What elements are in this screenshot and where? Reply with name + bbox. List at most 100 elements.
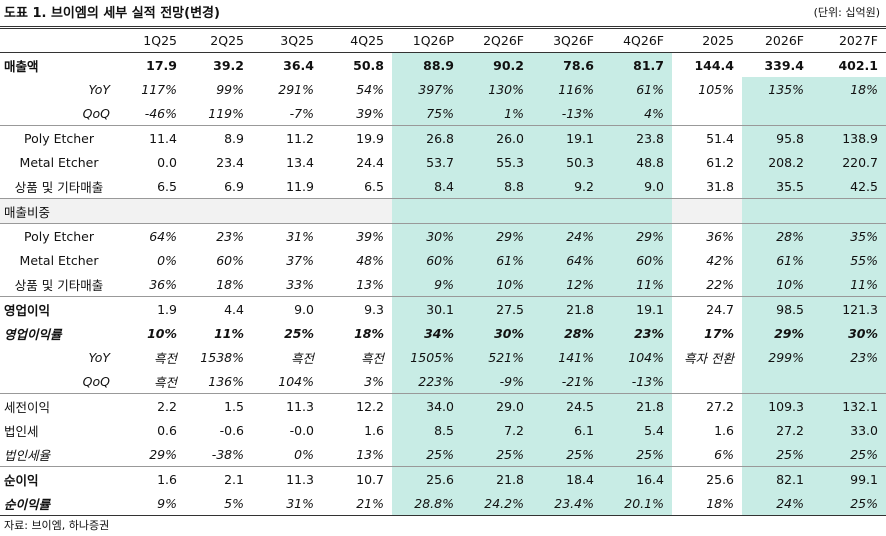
table-row: Metal Etcher 0% 60% 37% 48% 60% 61% 64% 60% 42% 61… [0, 248, 886, 272]
column-header: 1Q25 [143, 33, 177, 48]
value-cell: 132.1 [812, 393, 886, 418]
value-cell: 35% [812, 223, 886, 248]
value-cell: 11.9 [286, 178, 314, 194]
value-cell: 53.7 [392, 150, 462, 174]
row-label: QoQ [82, 373, 110, 389]
value-cell: 4% [602, 101, 672, 126]
value-cell: 51.4 [706, 130, 734, 146]
value-cell: 6% [714, 446, 734, 462]
value-cell: 144.4 [694, 57, 734, 73]
value-cell: 11% [214, 325, 244, 341]
value-cell: 138.9 [812, 125, 886, 150]
value-cell: 29.0 [462, 393, 532, 418]
value-cell: 8.9 [224, 130, 244, 146]
value-cell: 20.1% [602, 491, 672, 516]
value-cell: 21% [356, 495, 384, 511]
value-cell: 10% [462, 272, 532, 297]
empty-cell [185, 198, 252, 224]
value-cell: 9% [157, 495, 177, 511]
value-cell: 37% [286, 252, 314, 268]
value-cell: 24.4 [356, 154, 384, 170]
table-body: 매출액 17.9 39.2 36.4 50.8 88.9 90.2 78.6 81.7 144.4… [0, 52, 886, 516]
value-cell: 27.2 [706, 398, 734, 414]
value-cell: 30% [392, 223, 462, 248]
value-cell: 8.4 [392, 174, 462, 199]
value-cell: 11% [602, 272, 672, 297]
row-label: QoQ [82, 105, 110, 121]
value-cell: 18% [216, 276, 244, 292]
value-cell: -9% [462, 369, 532, 394]
value-cell: 26.0 [462, 125, 532, 150]
value-cell: 116% [532, 77, 602, 101]
value-cell: 28% [742, 223, 812, 248]
value-cell: 11.3 [286, 471, 314, 487]
value-cell: 61% [602, 77, 672, 101]
value-cell: 61% [742, 248, 812, 272]
column-header: 3Q26F [553, 33, 594, 48]
row-label: 상품 및 기타매출 [14, 277, 104, 293]
value-cell: 104% [278, 373, 314, 389]
empty-cell [742, 369, 812, 394]
value-cell: 99% [216, 81, 244, 97]
table-row: 순이익 1.6 2.1 11.3 10.7 25.6 21.8 18.4 16.4 25.6 82.… [0, 466, 886, 491]
value-cell: 24% [532, 223, 602, 248]
value-cell: 24.7 [706, 301, 734, 317]
value-cell: 10% [742, 272, 812, 297]
value-cell: 2.1 [224, 471, 244, 487]
corner-cell [0, 28, 118, 53]
value-cell: 109.3 [742, 393, 812, 418]
value-cell: 29% [602, 223, 672, 248]
value-cell: 10.7 [356, 471, 384, 487]
value-cell: 55% [812, 248, 886, 272]
row-label: 순이익률 [4, 496, 51, 512]
value-cell: 397% [392, 77, 462, 101]
value-cell: 42.5 [812, 174, 886, 199]
value-cell: 220.7 [812, 150, 886, 174]
column-header: 2Q25 [210, 33, 244, 48]
empty-cell [532, 198, 602, 224]
empty-cell [742, 101, 812, 126]
value-cell: 23% [812, 345, 886, 369]
row-label: 매출비중 [0, 198, 118, 224]
empty-cell [672, 198, 742, 224]
value-cell: 6.1 [532, 418, 602, 442]
table-row: Poly Etcher 64% 23% 31% 39% 30% 29% 24% 29% 36% 28… [0, 223, 886, 248]
value-cell: 31% [286, 495, 314, 511]
value-cell: 42% [706, 252, 734, 268]
value-cell: -21% [532, 369, 602, 394]
value-cell: 31.8 [706, 178, 734, 194]
value-cell: 6.9 [224, 178, 244, 194]
row-label: 세전이익 [4, 399, 51, 415]
value-cell: 26.8 [392, 125, 462, 150]
column-header: 2Q26F [483, 33, 524, 48]
value-cell: 18.4 [532, 466, 602, 491]
value-cell: 11.4 [149, 130, 177, 146]
value-cell: 25% [284, 325, 314, 341]
table-row: 매출비중 [0, 198, 886, 224]
row-label: 영업이익률 [4, 326, 62, 342]
column-header: 2026F [764, 33, 804, 48]
value-cell: 50.8 [353, 57, 384, 73]
value-cell: 39.2 [213, 57, 244, 73]
value-cell: 39% [356, 105, 384, 121]
value-cell: -13% [532, 101, 602, 126]
value-cell: 9.0 [294, 301, 314, 317]
value-cell: -13% [602, 369, 672, 394]
value-cell: 흑전 [290, 350, 314, 366]
empty-cell [812, 369, 886, 394]
value-cell: 34.0 [392, 393, 462, 418]
value-cell: 521% [462, 345, 532, 369]
value-cell: 81.7 [602, 52, 672, 77]
value-cell: 29% [742, 321, 812, 345]
value-cell: 60% [392, 248, 462, 272]
value-cell: 1.9 [157, 301, 177, 317]
value-cell: 27.2 [742, 418, 812, 442]
empty-cell [462, 198, 532, 224]
table-row: 영업이익률 10% 11% 25% 18% 34% 30% 28% 23% 17% 29% 30% [0, 321, 886, 345]
value-cell: 0% [157, 252, 177, 268]
value-cell: 19.9 [356, 130, 384, 146]
value-cell: 1.5 [224, 398, 244, 414]
value-cell: 36% [706, 228, 734, 244]
column-header: 4Q25 [350, 33, 384, 48]
value-cell: 117% [141, 81, 177, 97]
